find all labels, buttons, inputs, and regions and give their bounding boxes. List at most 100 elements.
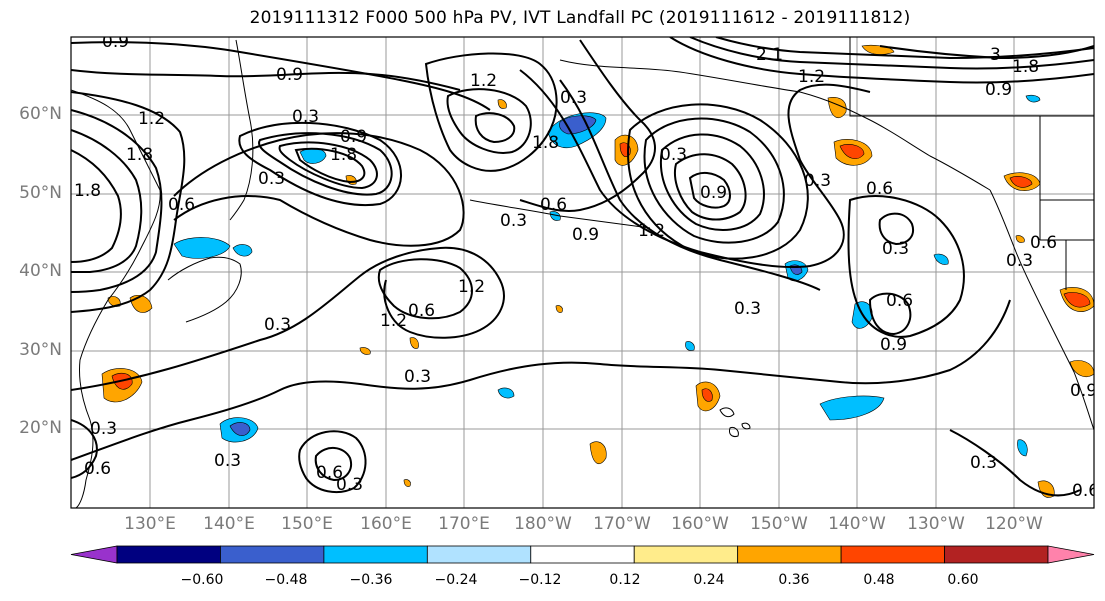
contour-line	[868, 292, 912, 336]
contour-label: 0.6	[84, 459, 111, 479]
contour-line	[71, 41, 491, 111]
lon-label: 140°E	[203, 514, 255, 534]
contour-line	[71, 69, 461, 91]
colorbar-segment	[633, 545, 739, 564]
contour-label: 0.9	[276, 65, 303, 85]
map-title: 2019111312 F000 500 hPa PV, IVT Landfall…	[249, 8, 911, 28]
contour-label: 0.9	[572, 225, 599, 245]
colorbar-tick: 0.24	[693, 572, 725, 588]
contour-line	[949, 429, 1081, 497]
contour-label: 0.9	[880, 335, 907, 355]
lon-label: 180°W	[514, 514, 572, 534]
contour-label: 0.3	[734, 299, 761, 319]
contour-line	[238, 121, 402, 206]
pv-contours	[71, 37, 1094, 497]
lat-label-40n: 40°N	[19, 261, 62, 281]
pos-patch	[1015, 235, 1025, 243]
colorbar-left-arrow	[70, 545, 118, 564]
colorbar	[70, 545, 1095, 564]
neg-patch	[299, 148, 327, 164]
colorbar-tick: 0.12	[609, 572, 641, 588]
colorbar-tick: 0.36	[778, 572, 810, 588]
contour-line	[643, 117, 785, 244]
contour-label: 0.6	[316, 463, 343, 483]
contour-line	[659, 133, 765, 231]
pos-patch	[555, 305, 563, 313]
pos-patch	[1009, 176, 1033, 188]
colorbar-segment	[840, 545, 945, 564]
contour-label: 0.3	[292, 107, 319, 127]
contour-line	[71, 299, 1011, 461]
contour-label-group: 0.9 0.9 2.1 1.2 3 1.8 0.9 1.2 0.3 1.2 1.…	[74, 32, 1099, 501]
lon-label: 130°E	[124, 514, 176, 534]
contour-line	[847, 195, 965, 338]
lon-label: 150°W	[750, 514, 808, 534]
pos-patch	[359, 347, 371, 355]
neg-patch	[173, 237, 231, 259]
contour-label: 0.6	[1030, 233, 1057, 253]
pos-patch	[129, 295, 153, 313]
contour-line	[627, 103, 809, 260]
contour-label: 0.3	[500, 211, 527, 231]
contour-label: 0.3	[560, 88, 587, 108]
neg-patch	[1017, 439, 1028, 457]
contour-line	[474, 112, 516, 144]
contour-line	[878, 212, 914, 246]
lon-label: 160°E	[360, 514, 412, 534]
contour-label: 1.2	[458, 277, 485, 297]
contour-label: 1.2	[798, 67, 825, 87]
contour-label: 0.3	[264, 315, 291, 335]
pos-patch	[589, 441, 607, 465]
contour-label: 0.9	[985, 80, 1012, 100]
colorbar-segment	[530, 545, 635, 564]
colorbar-segment	[116, 545, 221, 564]
neg-patch	[685, 341, 695, 351]
pos-patch	[1069, 360, 1094, 377]
map-frame	[70, 36, 1095, 509]
contour-label: 0.3	[404, 367, 431, 387]
contour-line	[715, 37, 1094, 60]
pos-patch	[403, 479, 411, 487]
contour-label: 1.2	[380, 311, 407, 331]
contour-line	[559, 79, 821, 291]
colorbar-tick: −0.36	[349, 572, 393, 588]
contour-line	[689, 37, 1094, 70]
contour-label: 0.6	[1072, 481, 1099, 501]
contour-line	[71, 129, 143, 273]
contour-line	[879, 45, 1094, 60]
neg-patch	[933, 253, 949, 265]
neg-patch	[232, 244, 253, 257]
colorbar-tick: −0.24	[434, 572, 478, 588]
lat-label-50n: 50°N	[19, 183, 62, 203]
pos-patch	[1063, 292, 1091, 308]
lat-label-30n: 30°N	[19, 340, 62, 360]
coast-aleutians	[469, 199, 651, 229]
colorbar-tick: −0.60	[180, 572, 224, 588]
contour-line	[71, 419, 98, 479]
lon-label: 140°W	[828, 514, 886, 534]
contour-label: 1.8	[330, 145, 357, 165]
contour-line	[377, 258, 473, 320]
contour-label: 0.3	[336, 475, 363, 495]
pos-patch	[107, 296, 121, 307]
contour-label: 0.9	[700, 183, 727, 203]
colorbar-tick: 0.60	[947, 572, 979, 588]
contour-label: 1.8	[126, 145, 153, 165]
contour-label: 0.9	[102, 32, 129, 52]
pos-patch	[497, 99, 507, 109]
neg-patch	[497, 387, 515, 399]
colorbar-right-arrow	[1047, 545, 1095, 564]
contour-label: 0.3	[1006, 251, 1033, 271]
lon-label: 170°W	[593, 514, 651, 534]
contour-line	[71, 246, 505, 391]
coast-canada-border	[849, 37, 1094, 201]
contour-label: 0.3	[970, 453, 997, 473]
contour-label: 0.6	[540, 195, 567, 215]
contour-label: 0.9	[1070, 381, 1097, 401]
contour-label: 1.8	[1012, 57, 1039, 77]
contour-line	[173, 132, 465, 247]
lon-label: 160°W	[671, 514, 729, 534]
pos-patch	[701, 388, 713, 402]
contour-line	[258, 132, 393, 196]
